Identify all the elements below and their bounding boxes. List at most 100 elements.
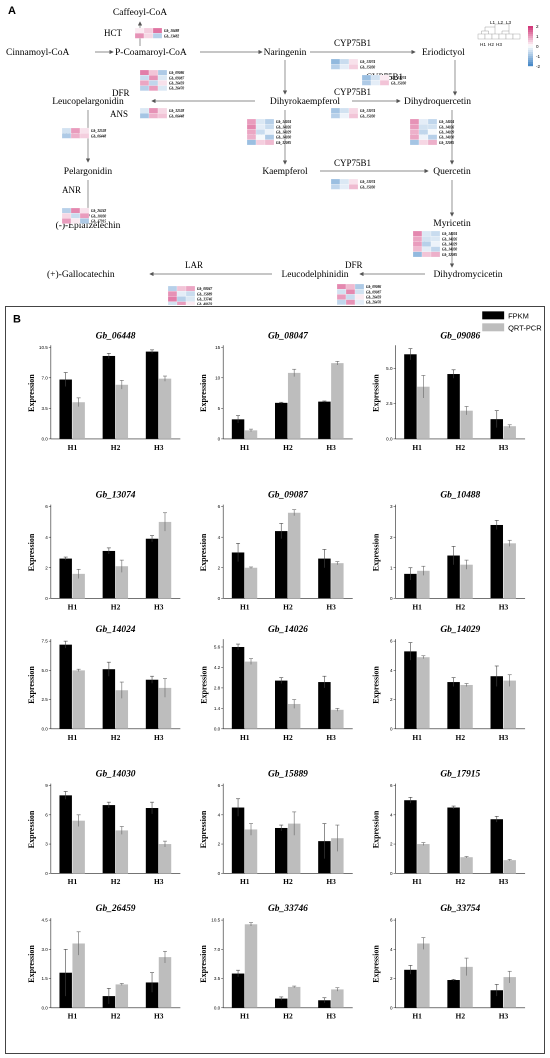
enzyme-dfr2: DFR (345, 260, 363, 270)
heatmap-cell (339, 58, 350, 65)
x-tick-label: H1 (240, 1012, 250, 1021)
heatmap-gene-label: Gb_14024 (276, 120, 291, 124)
heatmap-cell (348, 178, 359, 185)
bar-fpkm (231, 419, 245, 439)
bar-qrtpcr (158, 687, 172, 729)
heatmap-gene-label: Gb_13074 (360, 109, 375, 113)
heatmap-gene-label: Gb_14030 (439, 136, 454, 140)
bar-fpkm (275, 531, 288, 599)
y-axis-label: Expression (199, 810, 208, 848)
x-tick-label: H3 (154, 1012, 164, 1021)
heatmap-cell (264, 124, 275, 130)
heatmap-cell (185, 285, 196, 292)
bar-qrtpcr (72, 670, 85, 729)
compound-caffeoyl: Caffeoyl-CoA (113, 7, 167, 18)
y-axis-label: Expression (199, 374, 208, 412)
y-axis-label: Expression (372, 666, 381, 704)
y-tick-label: 2 (390, 535, 393, 540)
y-tick-label: 0 (390, 871, 393, 876)
bar-fpkm (145, 538, 159, 599)
chart-gb-26459: Gb_26459 Expression 0.0 1.5 3.0 4.5 H1 H2 H3 (27, 904, 181, 1021)
heatmap-cell (255, 134, 266, 140)
heatmap-cell (354, 299, 365, 305)
heatmap-cell (264, 134, 275, 140)
x-tick-label: H3 (499, 733, 509, 742)
x-tick-label: H2 (283, 877, 293, 886)
y-tick-label: 5.0 (41, 668, 48, 673)
x-tick-label: H1 (412, 443, 422, 452)
heatmap-cell (336, 299, 347, 305)
y-tick-label: 2 (390, 842, 393, 847)
bar-qrtpcr (460, 684, 473, 729)
chart-gb-33746: Gb_33746 Expression 0.0 3.5 7.0 10.5 H1 H2 H3 (199, 904, 353, 1021)
heatmap-cell (345, 294, 356, 300)
y-tick-label: 6 (390, 639, 393, 644)
dendro-cell (512, 33, 521, 40)
heatmap-cell (427, 134, 438, 140)
dendro-label: H3 (496, 42, 502, 47)
x-tick-label: H2 (456, 877, 466, 886)
chart-gb-14024: Gb_14024 Expression 0.0 2.5 5.0 7.5 H1 H2 H3 (27, 625, 181, 742)
bar-qrtpcr (158, 378, 172, 439)
bar-qrtpcr (287, 372, 301, 439)
heatmap-cell (176, 301, 187, 305)
heatmap-cell (176, 285, 187, 292)
heatmap-gene-label: Gb_32528 (91, 129, 106, 133)
heatmap-cell (354, 289, 365, 295)
x-tick-label: H3 (326, 877, 336, 886)
heatmap-gene-label: Gb_14026 (276, 125, 291, 129)
y-tick-label: 2 (390, 976, 393, 981)
y-tick-label: 6 (390, 783, 393, 788)
heatmap-gene-label: Gb_15030 (360, 65, 375, 69)
y-tick-label: 6 (390, 918, 393, 923)
compound-pelargonidin: Pelargonidin (64, 167, 113, 177)
heatmap-gene-label: Gb_14029 (442, 243, 457, 247)
bar-qrtpcr (244, 829, 258, 874)
color-scale-step (528, 26, 533, 29)
heatmap-cell (157, 80, 168, 86)
color-scale-step (528, 40, 533, 43)
x-tick-label: H1 (68, 733, 78, 742)
expression-bar-charts: B FPKM QRT-PCR Gb_06448 Expression 0.0 3.5 7.0 1… (5, 306, 545, 1054)
heatmap-cell (345, 283, 356, 290)
heatmap-gene-label: Gb_15889 (197, 292, 212, 296)
heatmap-cell (330, 58, 341, 65)
heatmap-cell (348, 64, 359, 70)
bar-qrtpcr (460, 410, 473, 439)
heatmap-cell (339, 178, 350, 185)
bar-fpkm (447, 682, 460, 729)
x-tick-label: H2 (456, 733, 466, 742)
heatmap-gene-label: Gb_14026 (442, 237, 457, 241)
x-tick-label: H2 (111, 602, 121, 611)
chart-gb-06448: Gb_06448 Expression 0.0 3.5 7.0 10.5 H1 H2 H3 (27, 331, 181, 452)
heatmap-gene-label: Gb_10488 (164, 29, 179, 33)
heatmap-cell (139, 107, 150, 114)
bar-fpkm (447, 980, 460, 1008)
y-tick-label: 10 (215, 375, 221, 380)
bar-qrtpcr (503, 426, 516, 439)
bar-qrtpcr (503, 680, 516, 729)
heatmap-cell (412, 236, 423, 242)
heatmap-gene-label: Gb_15030 (360, 114, 375, 118)
y-axis-label: Expression (372, 810, 381, 848)
x-tick-label: H2 (456, 602, 466, 611)
y-tick-label: 4 (390, 947, 393, 952)
y-tick-label: 1 (390, 565, 393, 570)
bar-fpkm (145, 982, 159, 1008)
heatmap-cell (330, 184, 341, 190)
heatmap-cell (330, 64, 341, 70)
heatmap-gene-label: Gb_32085 (442, 253, 457, 257)
heatmap-cell (70, 133, 81, 139)
color-scale-legend: 2 1 0 -1 -2 (528, 24, 541, 69)
y-axis-label: Expression (199, 666, 208, 704)
y-tick-label: 2 (218, 565, 221, 570)
color-scale-step (528, 44, 533, 47)
chart-title: Gb_26459 (96, 904, 136, 914)
heatmap-cell (418, 118, 429, 125)
bar-fpkm (231, 552, 245, 599)
y-tick-label: 15 (215, 345, 221, 350)
bar-qrtpcr (460, 966, 473, 1008)
